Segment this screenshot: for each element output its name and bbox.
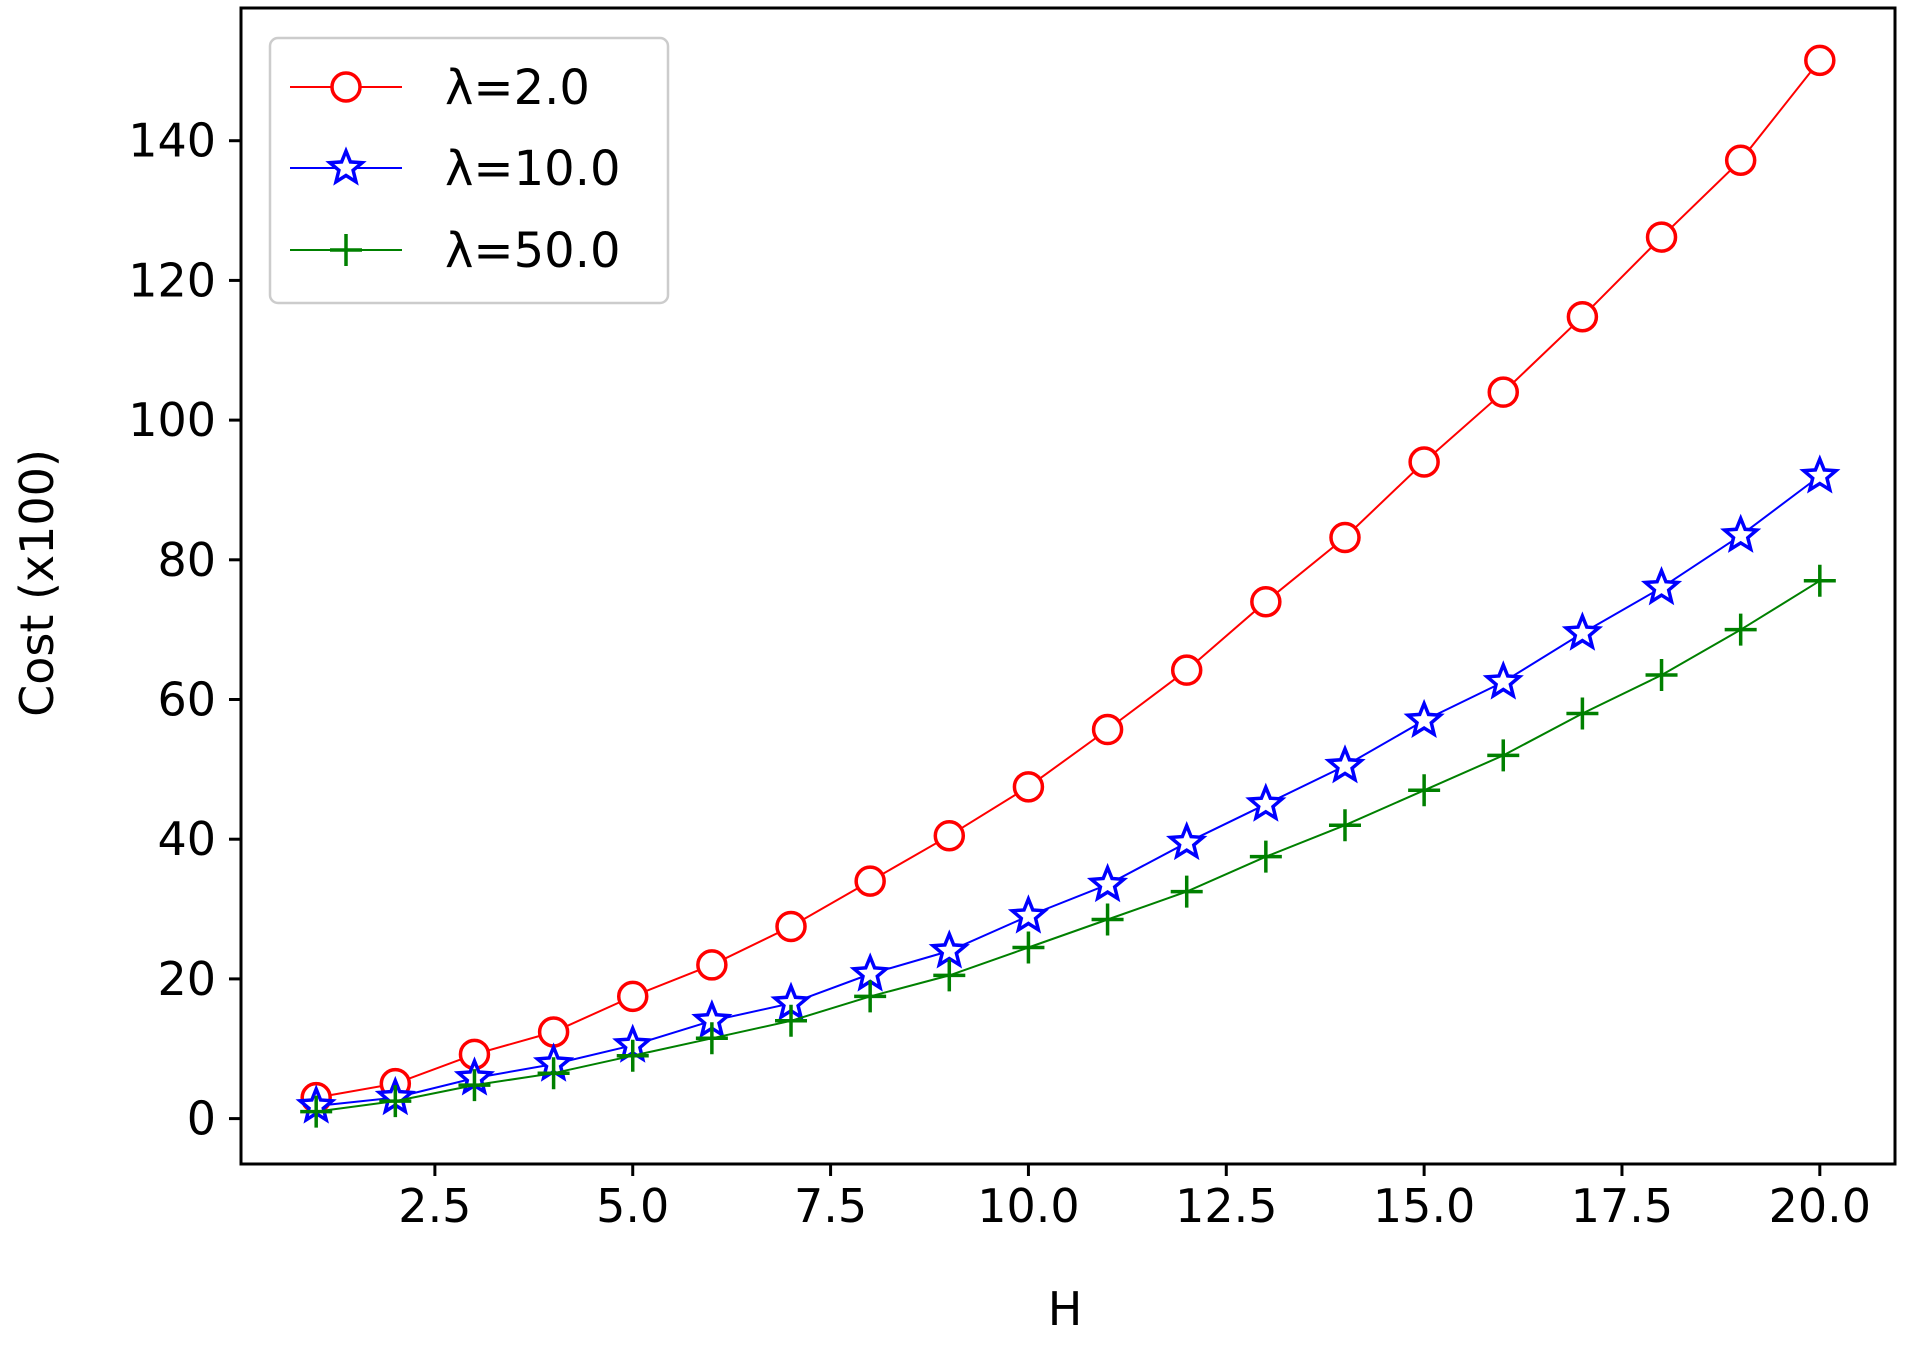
data-point	[1166, 821, 1208, 861]
data-point	[1645, 221, 1678, 253]
y-tick-label: 20	[157, 952, 216, 1006]
data-point	[854, 865, 886, 897]
series-2	[295, 454, 1841, 1124]
legend-marker	[330, 234, 362, 266]
data-point	[1091, 903, 1124, 936]
data-point	[1482, 660, 1524, 700]
data-point	[1487, 376, 1520, 408]
data-point	[1724, 144, 1757, 177]
data-point	[1403, 698, 1445, 738]
data-point	[775, 910, 807, 943]
legend-label: λ=2.0	[445, 60, 590, 116]
data-point	[696, 949, 728, 981]
data-point	[1012, 771, 1045, 803]
data-point	[1566, 300, 1599, 333]
legend-marker	[330, 71, 362, 103]
data-point	[1170, 654, 1203, 686]
data-point	[1804, 44, 1836, 77]
data-point	[458, 1069, 491, 1102]
legend-item: λ=50.0	[290, 223, 621, 279]
y-axis-ticks: 0 20 40 60 80 100 120 140	[128, 114, 241, 1146]
x-tick-label: 10.0	[977, 1179, 1079, 1233]
x-tick-label: 12.5	[1175, 1179, 1277, 1233]
data-point	[1249, 840, 1282, 873]
data-point	[379, 1085, 412, 1118]
data-point	[537, 1016, 570, 1048]
legend-label: λ=10.0	[445, 141, 621, 197]
y-tick-label: 100	[128, 393, 216, 447]
y-tick-label: 140	[128, 114, 216, 168]
data-point	[616, 980, 649, 1013]
x-tick-label: 17.5	[1571, 1179, 1673, 1233]
legend-item: λ=10.0	[290, 141, 621, 197]
series-layer	[295, 44, 1841, 1128]
data-point	[616, 1039, 649, 1072]
data-point	[1170, 875, 1203, 908]
data-point	[933, 819, 966, 852]
data-point	[1012, 931, 1045, 964]
data-point	[1250, 585, 1282, 618]
x-tick-label: 7.5	[794, 1179, 867, 1233]
data-point	[1799, 454, 1841, 494]
data-point	[1007, 894, 1050, 934]
data-point	[1640, 565, 1683, 606]
y-tick-label: 60	[157, 673, 216, 727]
data-point	[933, 959, 966, 992]
x-tick-label: 5.0	[596, 1179, 669, 1233]
data-point	[854, 980, 887, 1013]
y-axis-label: Cost (x100)	[10, 449, 64, 717]
data-point	[695, 1022, 728, 1055]
data-point	[1720, 513, 1762, 553]
x-axis-label: H	[1048, 1282, 1083, 1336]
legend-marker	[325, 146, 367, 186]
y-tick-label: 40	[157, 812, 216, 866]
y-tick-label: 120	[128, 253, 216, 307]
data-point	[1645, 659, 1678, 692]
x-tick-label: 2.5	[398, 1179, 471, 1233]
data-point	[1328, 809, 1361, 842]
data-point	[300, 1095, 333, 1128]
data-point	[1091, 713, 1124, 746]
x-axis-ticks: 2.5 5.0 7.5 10.0 12.5 15.0 17.5 20.0	[398, 1164, 1871, 1233]
plot-frame	[239, 6, 1897, 1166]
data-point	[775, 1004, 808, 1037]
data-point	[1561, 611, 1604, 651]
data-point	[1724, 613, 1757, 646]
data-point	[1408, 774, 1441, 807]
legend: λ=2.0 λ=10.0 λ=50.0	[268, 36, 670, 305]
data-point	[1329, 521, 1361, 554]
data-point	[1566, 697, 1599, 730]
data-point	[537, 1057, 570, 1090]
data-point	[1086, 862, 1129, 903]
data-point	[1324, 744, 1366, 784]
series-line	[316, 579, 1821, 1113]
series-3	[300, 564, 1836, 1128]
y-tick-label: 0	[187, 1092, 216, 1146]
x-tick-label: 20.0	[1769, 1179, 1871, 1233]
legend-item: λ=2.0	[290, 60, 590, 116]
x-tick-label: 15.0	[1373, 1179, 1475, 1233]
legend-label: λ=50.0	[445, 223, 621, 279]
legend-box	[268, 36, 670, 305]
data-point	[928, 929, 970, 969]
data-point	[1487, 739, 1520, 772]
data-point	[1803, 564, 1836, 597]
data-point	[1408, 446, 1440, 478]
y-tick-label: 80	[157, 533, 216, 587]
data-point	[1245, 782, 1287, 822]
